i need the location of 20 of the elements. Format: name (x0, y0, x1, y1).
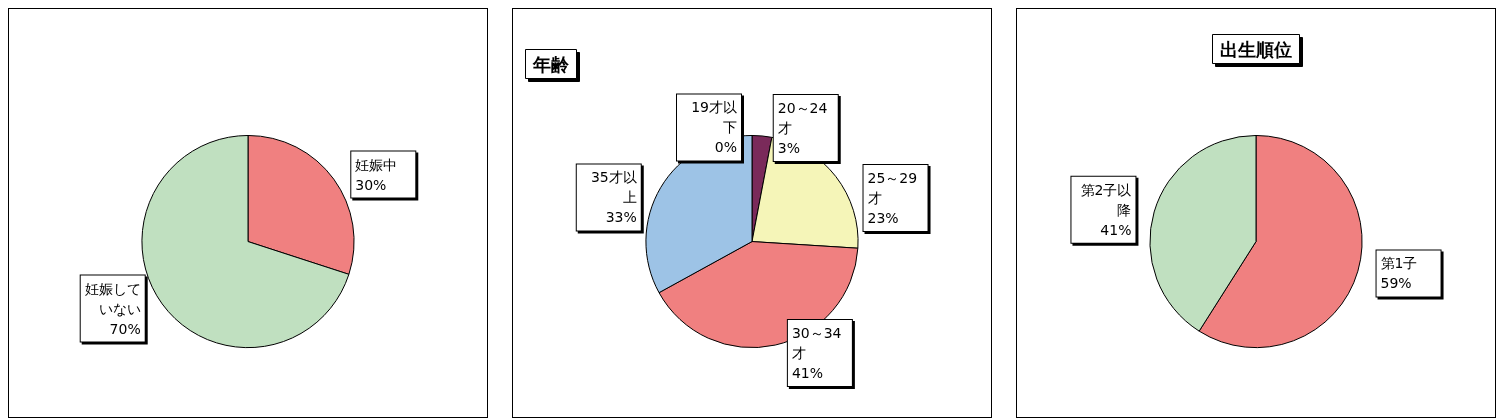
data-label: 30% (355, 176, 387, 193)
data-label: 33% (605, 209, 637, 226)
data-label: 59% (1380, 275, 1412, 292)
slice-label: 第2子以降 (1080, 181, 1132, 218)
data-label: 41% (791, 364, 824, 381)
data-label: 41% (1100, 221, 1132, 238)
text: 0% (714, 139, 737, 156)
chart-title: 出生順位 (1220, 38, 1292, 60)
data-label: 70% (109, 320, 141, 337)
slice-label: 25～29才 (867, 169, 918, 206)
slice-label: 妊娠していない (84, 280, 141, 317)
slice-label: 第1子 (1380, 255, 1418, 272)
slice-label: 30～34才 (791, 324, 842, 361)
data-label: 3% (777, 139, 800, 156)
category-label: 19才以下 (691, 99, 737, 136)
slice-label: 20～24才 (777, 99, 828, 136)
slice-label: 35才以上 (590, 169, 637, 206)
slice-label: 妊娠中 (355, 156, 398, 173)
chart-title: 年齢 (532, 53, 570, 75)
data-label: 23% (867, 209, 899, 226)
